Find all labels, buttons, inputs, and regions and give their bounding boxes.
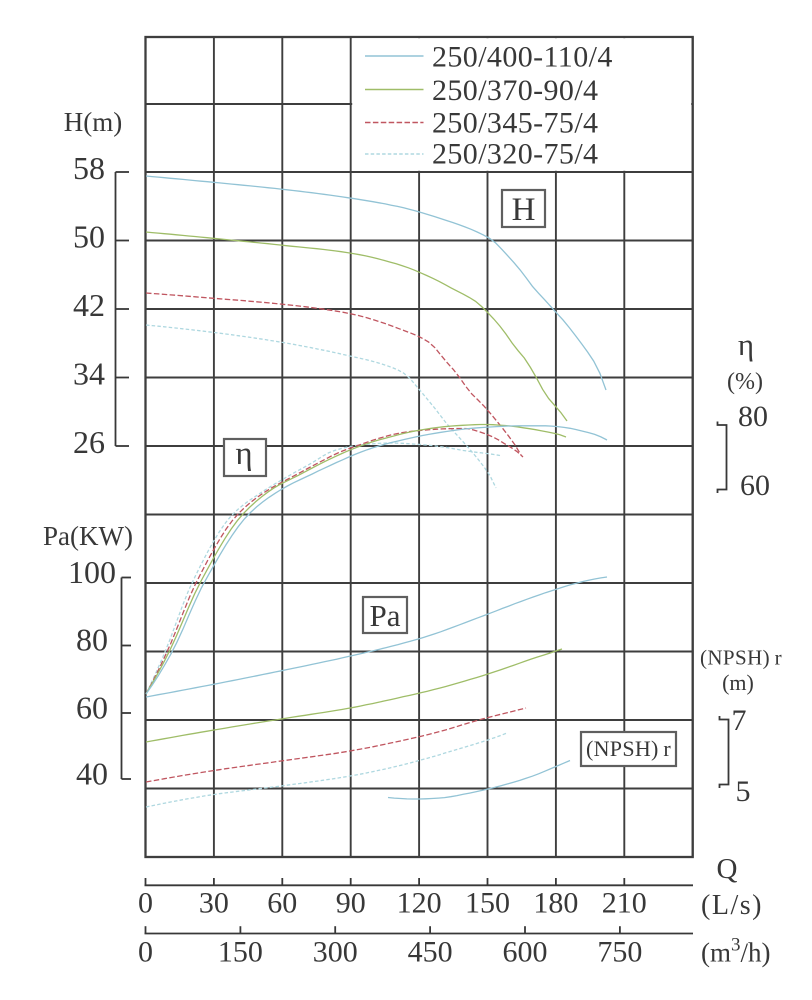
svg-text:150: 150 [218,936,263,969]
svg-text:Pa: Pa [370,598,401,633]
svg-text:H(m): H(m) [64,107,122,137]
svg-text:0: 0 [138,936,153,969]
svg-text:600: 600 [502,936,547,969]
svg-text:40: 40 [76,756,108,792]
svg-text:(NPSH) r: (NPSH) r [586,736,671,761]
svg-text:300: 300 [313,936,358,969]
svg-text:120: 120 [397,887,442,920]
svg-text:750: 750 [597,936,642,969]
svg-text:60: 60 [740,469,770,502]
svg-text:η: η [738,327,754,362]
svg-text:(L/s): (L/s) [701,890,763,921]
svg-text:58: 58 [73,150,105,186]
svg-text:Q: Q [717,853,738,885]
svg-text:150: 150 [465,887,510,920]
svg-text:Pa(KW): Pa(KW) [43,521,133,551]
svg-text:50: 50 [73,219,105,255]
svg-text:(NPSH) r: (NPSH) r [700,646,782,670]
svg-text:(m3/h): (m3/h) [701,935,771,968]
svg-text:η: η [235,436,252,472]
svg-text:100: 100 [68,554,116,590]
svg-text:0: 0 [138,887,153,920]
svg-text:(m): (m) [722,670,754,695]
svg-text:42: 42 [73,287,105,323]
svg-text:210: 210 [602,887,647,920]
svg-text:180: 180 [533,887,578,920]
svg-text:80: 80 [76,622,108,658]
svg-text:450: 450 [408,936,453,969]
svg-text:H: H [512,192,536,228]
svg-text:7: 7 [732,704,747,737]
svg-text:60: 60 [267,887,297,920]
svg-text:5: 5 [736,775,751,808]
svg-text:250/320-75/4: 250/320-75/4 [432,138,598,171]
svg-text:90: 90 [336,887,366,920]
svg-text:250/400-110/4: 250/400-110/4 [432,41,613,74]
svg-text:250/370-90/4: 250/370-90/4 [432,74,598,107]
svg-text:30: 30 [199,887,229,920]
svg-text:34: 34 [73,356,105,392]
svg-text:250/345-75/4: 250/345-75/4 [432,107,598,140]
svg-text:80: 80 [738,400,768,433]
svg-text:60: 60 [76,690,108,726]
svg-text:(%): (%) [727,369,763,395]
svg-text:26: 26 [73,424,105,460]
